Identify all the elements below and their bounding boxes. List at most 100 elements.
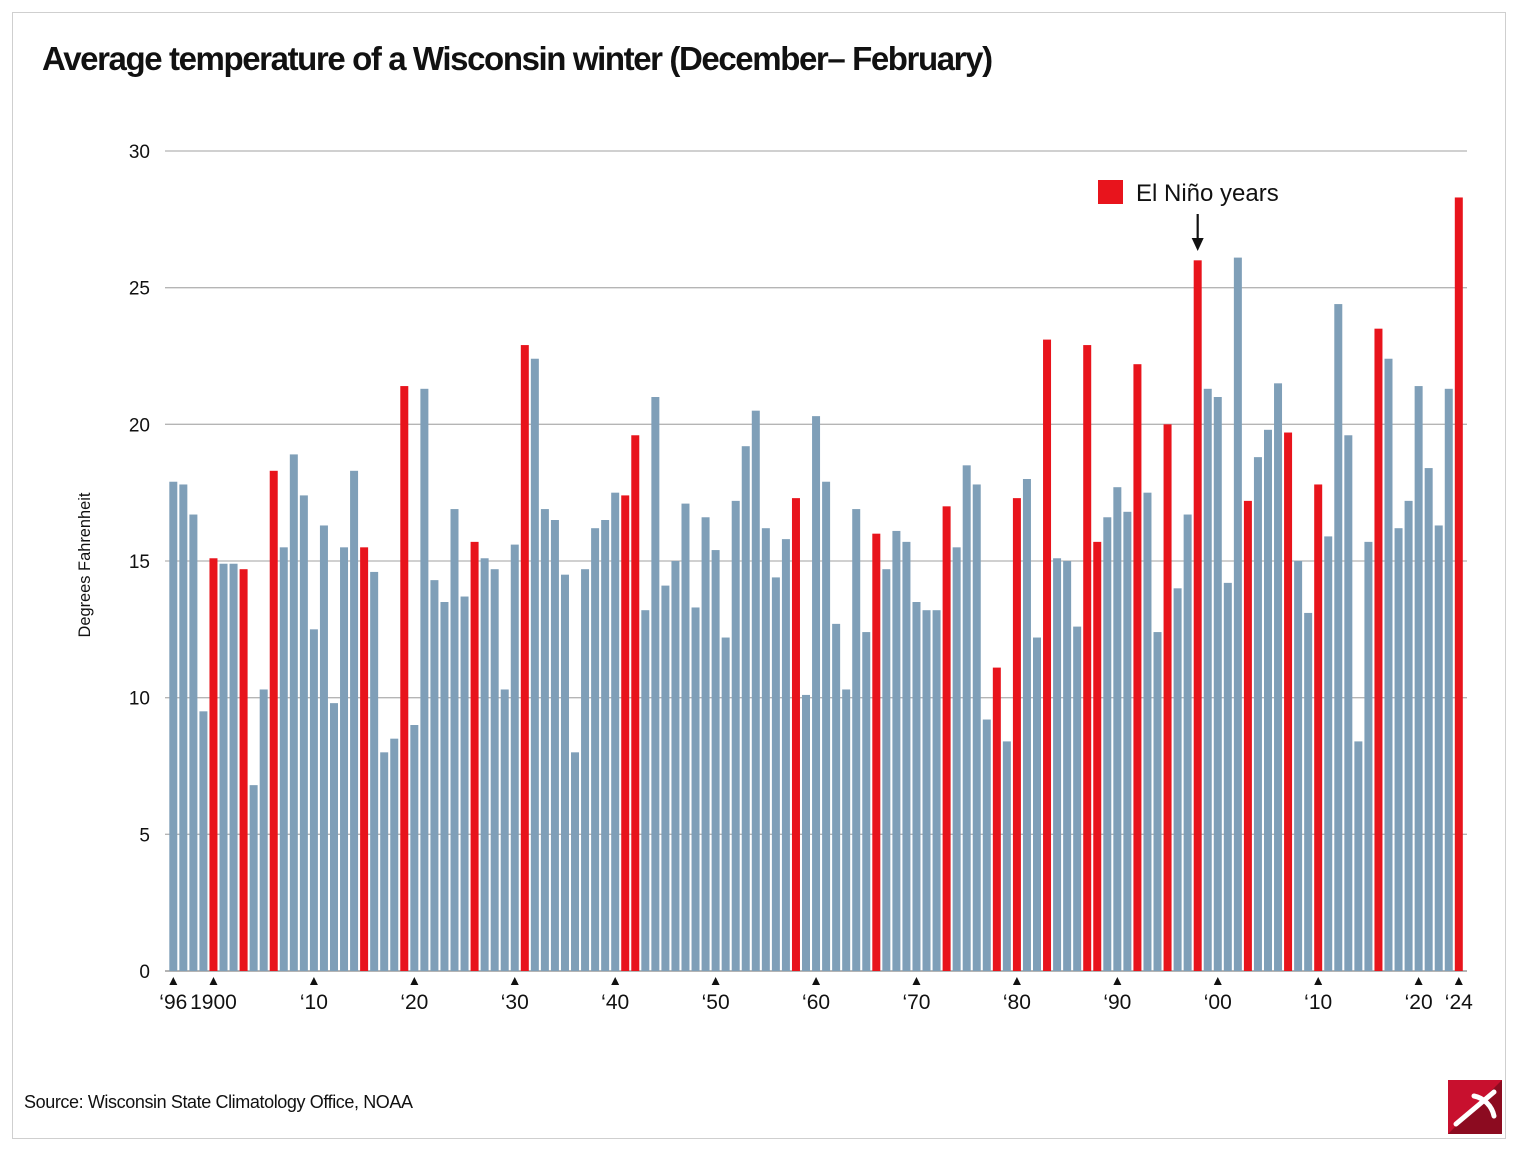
bar-1975 [962, 465, 971, 971]
bar-1940 [611, 492, 620, 971]
bar-el-nino-1987 [1083, 345, 1092, 971]
y-tick-label: 30 [129, 142, 150, 163]
bar-1979 [1002, 741, 1011, 971]
bar-1920 [410, 725, 419, 971]
bar-1938 [591, 528, 600, 971]
bar-1944 [651, 397, 660, 971]
bar-1984 [1053, 558, 1062, 971]
bar-1917 [380, 752, 389, 971]
bar-el-nino-1966 [872, 533, 881, 971]
bar-1974 [952, 547, 961, 971]
bar-2021 [1424, 468, 1433, 971]
x-tick-label: ‘60 [802, 991, 830, 1014]
bar-1935 [560, 574, 569, 971]
bar-2005 [1263, 429, 1272, 971]
bar-el-nino-1942 [631, 435, 640, 971]
bar-1962 [832, 623, 841, 971]
x-tick-marker [912, 977, 921, 985]
bar-1969 [902, 541, 911, 971]
x-tick-label: ‘40 [601, 991, 629, 1014]
x-tick-label: ‘30 [501, 991, 529, 1014]
bar-el-nino-1926 [470, 541, 479, 971]
bar-1986 [1073, 626, 1082, 971]
bar-2017 [1384, 358, 1393, 972]
arrow-head [1191, 238, 1204, 251]
x-tick-label: ‘24 [1445, 991, 1473, 1014]
bar-1896 [169, 481, 178, 971]
bar-1985 [1063, 561, 1072, 971]
bar-1956 [771, 577, 780, 971]
bar-1930 [510, 544, 519, 971]
bar-1913 [340, 547, 349, 971]
legend-swatch [1098, 180, 1123, 204]
x-tick-marker [169, 977, 178, 985]
x-tick-label: ‘50 [702, 991, 730, 1014]
bar-1902 [229, 563, 238, 971]
bar-1936 [571, 752, 580, 971]
bar-1996 [1173, 588, 1182, 971]
bar-1954 [751, 410, 760, 971]
bar-1910 [309, 629, 318, 971]
bar-1968 [892, 530, 901, 971]
bar-el-nino-1919 [400, 386, 409, 971]
bar-1925 [460, 596, 469, 971]
bar-1965 [862, 632, 871, 971]
bar-1911 [319, 525, 328, 971]
x-tick-label: ‘96 [159, 991, 187, 1014]
bar-1981 [1022, 479, 1031, 971]
bar-el-nino-1915 [360, 547, 369, 971]
x-tick-marker [711, 977, 720, 985]
bar-1950 [711, 550, 720, 971]
bar-2020 [1414, 386, 1423, 971]
x-tick-label: ‘20 [1405, 991, 1433, 1014]
bar-1937 [581, 569, 590, 971]
bar-el-nino-1992 [1133, 364, 1142, 971]
bar-1947 [681, 503, 690, 971]
bar-1999 [1203, 388, 1212, 971]
bar-1928 [490, 569, 499, 971]
bar-2006 [1274, 383, 1283, 972]
bar-el-nino-1973 [942, 506, 951, 971]
bar-1908 [289, 454, 298, 971]
bar-1994 [1153, 632, 1162, 971]
bar-1927 [480, 558, 489, 971]
bar-2023 [1444, 388, 1453, 971]
bar-1929 [500, 689, 509, 971]
x-tick-marker [209, 977, 218, 985]
bar-el-nino-1900 [209, 558, 218, 971]
bar-1959 [802, 694, 811, 971]
source-note: Source: Wisconsin State Climatology Offi… [24, 1092, 413, 1112]
x-tick-marker [1414, 977, 1423, 985]
bar-1922 [430, 580, 439, 971]
bar-2000 [1213, 397, 1222, 971]
bar-el-nino-2010 [1314, 484, 1323, 971]
bar-el-nino-1941 [621, 495, 630, 971]
bar-el-nino-1995 [1163, 424, 1172, 972]
x-tick-label: 1900 [190, 991, 237, 1014]
bar-1897 [179, 484, 188, 971]
bar-2009 [1304, 612, 1313, 971]
y-tick-label: 25 [129, 279, 150, 300]
bar-2014 [1354, 741, 1363, 971]
bar-el-nino-1983 [1043, 339, 1052, 972]
bar-1939 [601, 520, 610, 971]
bar-1970 [912, 602, 921, 971]
bar-2001 [1223, 582, 1232, 971]
bar-1933 [540, 509, 549, 971]
bar-1907 [279, 547, 288, 971]
bar-el-nino-1931 [520, 345, 529, 971]
bar-1991 [1123, 511, 1132, 971]
bar-1932 [530, 358, 539, 972]
bar-el-nino-1903 [239, 569, 248, 971]
bar-2008 [1294, 561, 1303, 971]
bar-1967 [882, 569, 891, 971]
bar-2018 [1394, 528, 1403, 971]
bar-1989 [1103, 517, 1112, 971]
x-tick-marker [410, 977, 419, 985]
bar-2013 [1344, 435, 1353, 971]
chart-title: Average temperature of a Wisconsin winte… [42, 40, 993, 77]
x-tick-label: ‘00 [1204, 991, 1232, 1014]
bar-el-nino-1978 [992, 667, 1001, 971]
bar-el-nino-1906 [269, 470, 278, 971]
